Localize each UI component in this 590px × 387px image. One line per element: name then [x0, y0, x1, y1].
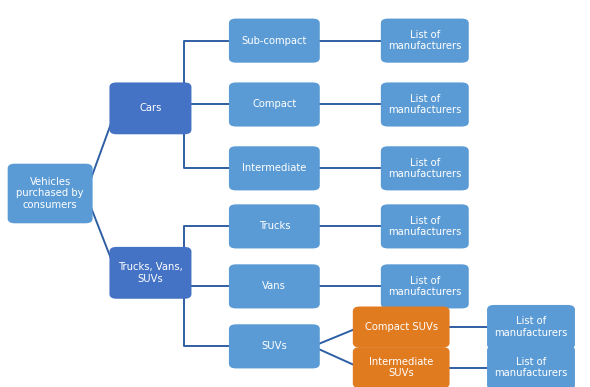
FancyBboxPatch shape: [8, 164, 93, 223]
Text: List of
manufacturers: List of manufacturers: [388, 276, 461, 297]
Text: List of
manufacturers: List of manufacturers: [494, 316, 568, 338]
Text: List of
manufacturers: List of manufacturers: [388, 216, 461, 237]
Text: Intermediate: Intermediate: [242, 163, 307, 173]
Text: List of
manufacturers: List of manufacturers: [388, 158, 461, 179]
Text: Vans: Vans: [263, 281, 286, 291]
FancyBboxPatch shape: [353, 347, 450, 387]
FancyBboxPatch shape: [381, 146, 468, 190]
FancyBboxPatch shape: [229, 82, 320, 127]
Text: List of
manufacturers: List of manufacturers: [494, 357, 568, 378]
FancyBboxPatch shape: [229, 146, 320, 190]
FancyBboxPatch shape: [487, 346, 575, 387]
Text: Compact: Compact: [253, 99, 297, 110]
FancyBboxPatch shape: [381, 19, 468, 63]
FancyBboxPatch shape: [353, 307, 450, 348]
FancyBboxPatch shape: [229, 204, 320, 248]
Text: Compact SUVs: Compact SUVs: [365, 322, 438, 332]
FancyBboxPatch shape: [109, 247, 191, 299]
FancyBboxPatch shape: [229, 19, 320, 63]
Text: Trucks: Trucks: [258, 221, 290, 231]
Text: Cars: Cars: [139, 103, 162, 113]
Text: Vehicles
purchased by
consumers: Vehicles purchased by consumers: [17, 177, 84, 210]
FancyBboxPatch shape: [487, 305, 575, 349]
FancyBboxPatch shape: [381, 204, 468, 248]
Text: Trucks, Vans,
SUVs: Trucks, Vans, SUVs: [118, 262, 183, 284]
Text: SUVs: SUVs: [261, 341, 287, 351]
FancyBboxPatch shape: [229, 264, 320, 308]
Text: Sub-compact: Sub-compact: [242, 36, 307, 46]
FancyBboxPatch shape: [381, 82, 468, 127]
FancyBboxPatch shape: [381, 264, 468, 308]
FancyBboxPatch shape: [229, 324, 320, 368]
Text: List of
manufacturers: List of manufacturers: [388, 94, 461, 115]
FancyBboxPatch shape: [109, 82, 191, 134]
Text: List of
manufacturers: List of manufacturers: [388, 30, 461, 51]
Text: Intermediate
SUVs: Intermediate SUVs: [369, 357, 434, 378]
